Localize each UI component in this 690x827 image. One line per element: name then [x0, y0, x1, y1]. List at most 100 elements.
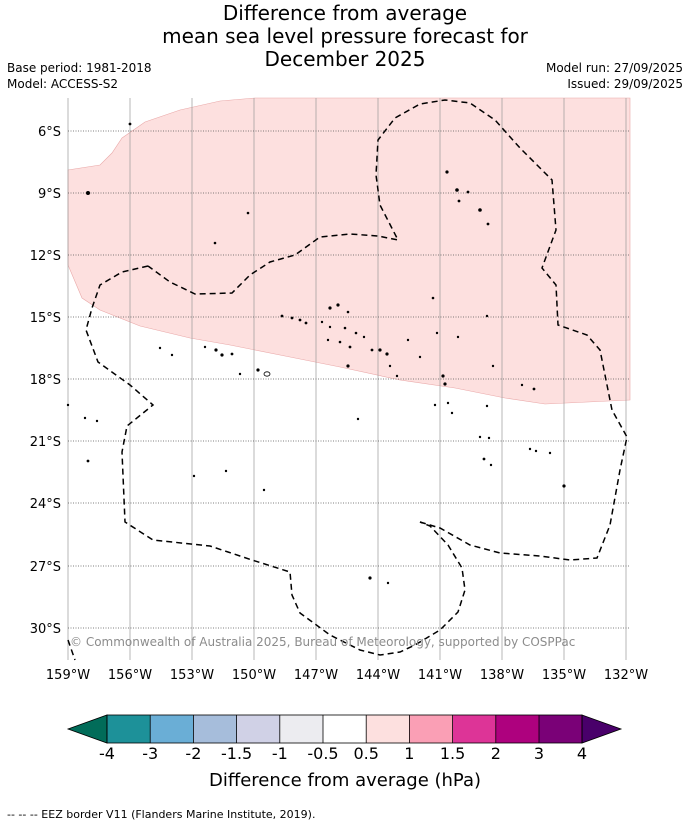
island — [520, 383, 524, 387]
island — [213, 241, 217, 245]
colorbar-over-arrow — [581, 714, 623, 744]
lat-label: 30°S — [30, 622, 61, 637]
island — [395, 374, 399, 378]
island — [220, 353, 224, 357]
island — [356, 417, 360, 421]
title-line-2: mean sea level pressure forecast for — [162, 24, 528, 48]
island — [256, 368, 260, 372]
lat-label: 12°S — [30, 249, 61, 264]
island — [328, 306, 332, 310]
island — [298, 318, 302, 322]
island — [343, 326, 347, 330]
colorbar-tick: 1 — [404, 744, 415, 763]
island — [304, 321, 308, 325]
island — [443, 382, 447, 386]
island — [158, 346, 162, 350]
island — [487, 436, 491, 440]
island — [478, 435, 482, 439]
base-period: Base period: 1981-2018 — [7, 61, 152, 75]
colorbar-tick: 2 — [490, 744, 501, 763]
island — [489, 463, 493, 467]
island — [262, 488, 266, 492]
island — [385, 352, 389, 356]
island — [491, 364, 495, 368]
island — [456, 335, 460, 339]
island — [486, 222, 490, 226]
island — [346, 364, 350, 368]
colorbar-tick: 4 — [576, 744, 588, 763]
lat-label: 15°S — [30, 311, 61, 326]
colorbar-segment-5 — [279, 715, 323, 743]
lon-label: 132°W — [604, 668, 648, 683]
lon-label: 159°W — [46, 668, 90, 683]
lat-labels: 6°S 9°S 12°S 15°S 18°S 21°S 24°S 27°S 30… — [30, 125, 61, 637]
colorbar-segment-3 — [193, 715, 237, 743]
island — [548, 451, 552, 455]
eez-border-french-polynesia-south — [147, 99, 628, 561]
colorbar-label: Difference from average (hPa) — [208, 770, 482, 791]
colorbar-tick: -1.5 — [220, 744, 253, 763]
colorbar-tick: -1 — [271, 744, 288, 763]
island — [386, 581, 390, 585]
island — [406, 338, 410, 342]
eez-legend-footer: -- -- -- EEZ border V11 (Flanders Marine… — [7, 808, 316, 821]
island — [362, 335, 366, 339]
island — [280, 314, 284, 318]
island — [446, 401, 450, 405]
island — [485, 314, 489, 318]
island — [224, 469, 228, 473]
island — [238, 372, 242, 376]
island — [445, 170, 449, 174]
island — [338, 340, 342, 344]
colorbar-segment-7 — [366, 715, 410, 743]
island — [83, 416, 87, 420]
colorbar-segment-6 — [323, 715, 367, 743]
copyright-notice: © Commonwealth of Australia 2025, Bureau… — [70, 635, 575, 649]
colorbar-segment-1 — [107, 715, 151, 743]
island — [326, 338, 330, 342]
island — [214, 348, 218, 352]
island — [457, 199, 461, 203]
island — [290, 316, 294, 320]
island — [528, 447, 532, 451]
island — [441, 374, 445, 378]
island — [370, 348, 374, 352]
colorbar-tick: -2 — [185, 744, 202, 763]
model-name: Model: ACCESS-S2 — [7, 77, 119, 91]
island — [128, 122, 132, 126]
colorbar-segment-2 — [150, 715, 194, 743]
island — [320, 320, 324, 324]
island — [534, 449, 538, 453]
colorbar-tick: -3 — [142, 744, 159, 763]
island — [433, 403, 437, 407]
island — [66, 403, 70, 407]
title-line-3: December 2025 — [264, 47, 426, 71]
lat-label: 6°S — [38, 125, 61, 140]
lon-labels: 159°W 156°W 153°W 150°W 147°W 144°W 141°… — [46, 668, 648, 683]
colorbar-segment-8 — [409, 715, 453, 743]
island — [562, 484, 566, 488]
island — [346, 310, 350, 314]
island — [431, 296, 435, 300]
colorbar-tick: -4 — [99, 744, 115, 763]
lon-label: 138°W — [480, 668, 524, 683]
issued-date: Issued: 29/09/2025 — [567, 77, 683, 91]
model-run: Model run: 27/09/2025 — [545, 61, 683, 75]
island — [354, 331, 358, 335]
lat-label: 18°S — [30, 373, 61, 388]
island — [230, 352, 234, 356]
island — [450, 411, 454, 415]
island — [482, 457, 486, 461]
islands — [66, 122, 566, 585]
island — [418, 355, 422, 359]
island — [170, 353, 174, 357]
lon-label: 147°W — [294, 668, 338, 683]
colorbar-under-arrow — [66, 714, 108, 744]
lat-label: 21°S — [30, 435, 61, 450]
island — [336, 303, 340, 307]
island — [348, 345, 352, 349]
lon-label: 156°W — [108, 668, 152, 683]
lon-label: 150°W — [232, 668, 276, 683]
meta-right: Model run: 27/09/2025 Issued: 29/09/2025 — [546, 60, 683, 92]
